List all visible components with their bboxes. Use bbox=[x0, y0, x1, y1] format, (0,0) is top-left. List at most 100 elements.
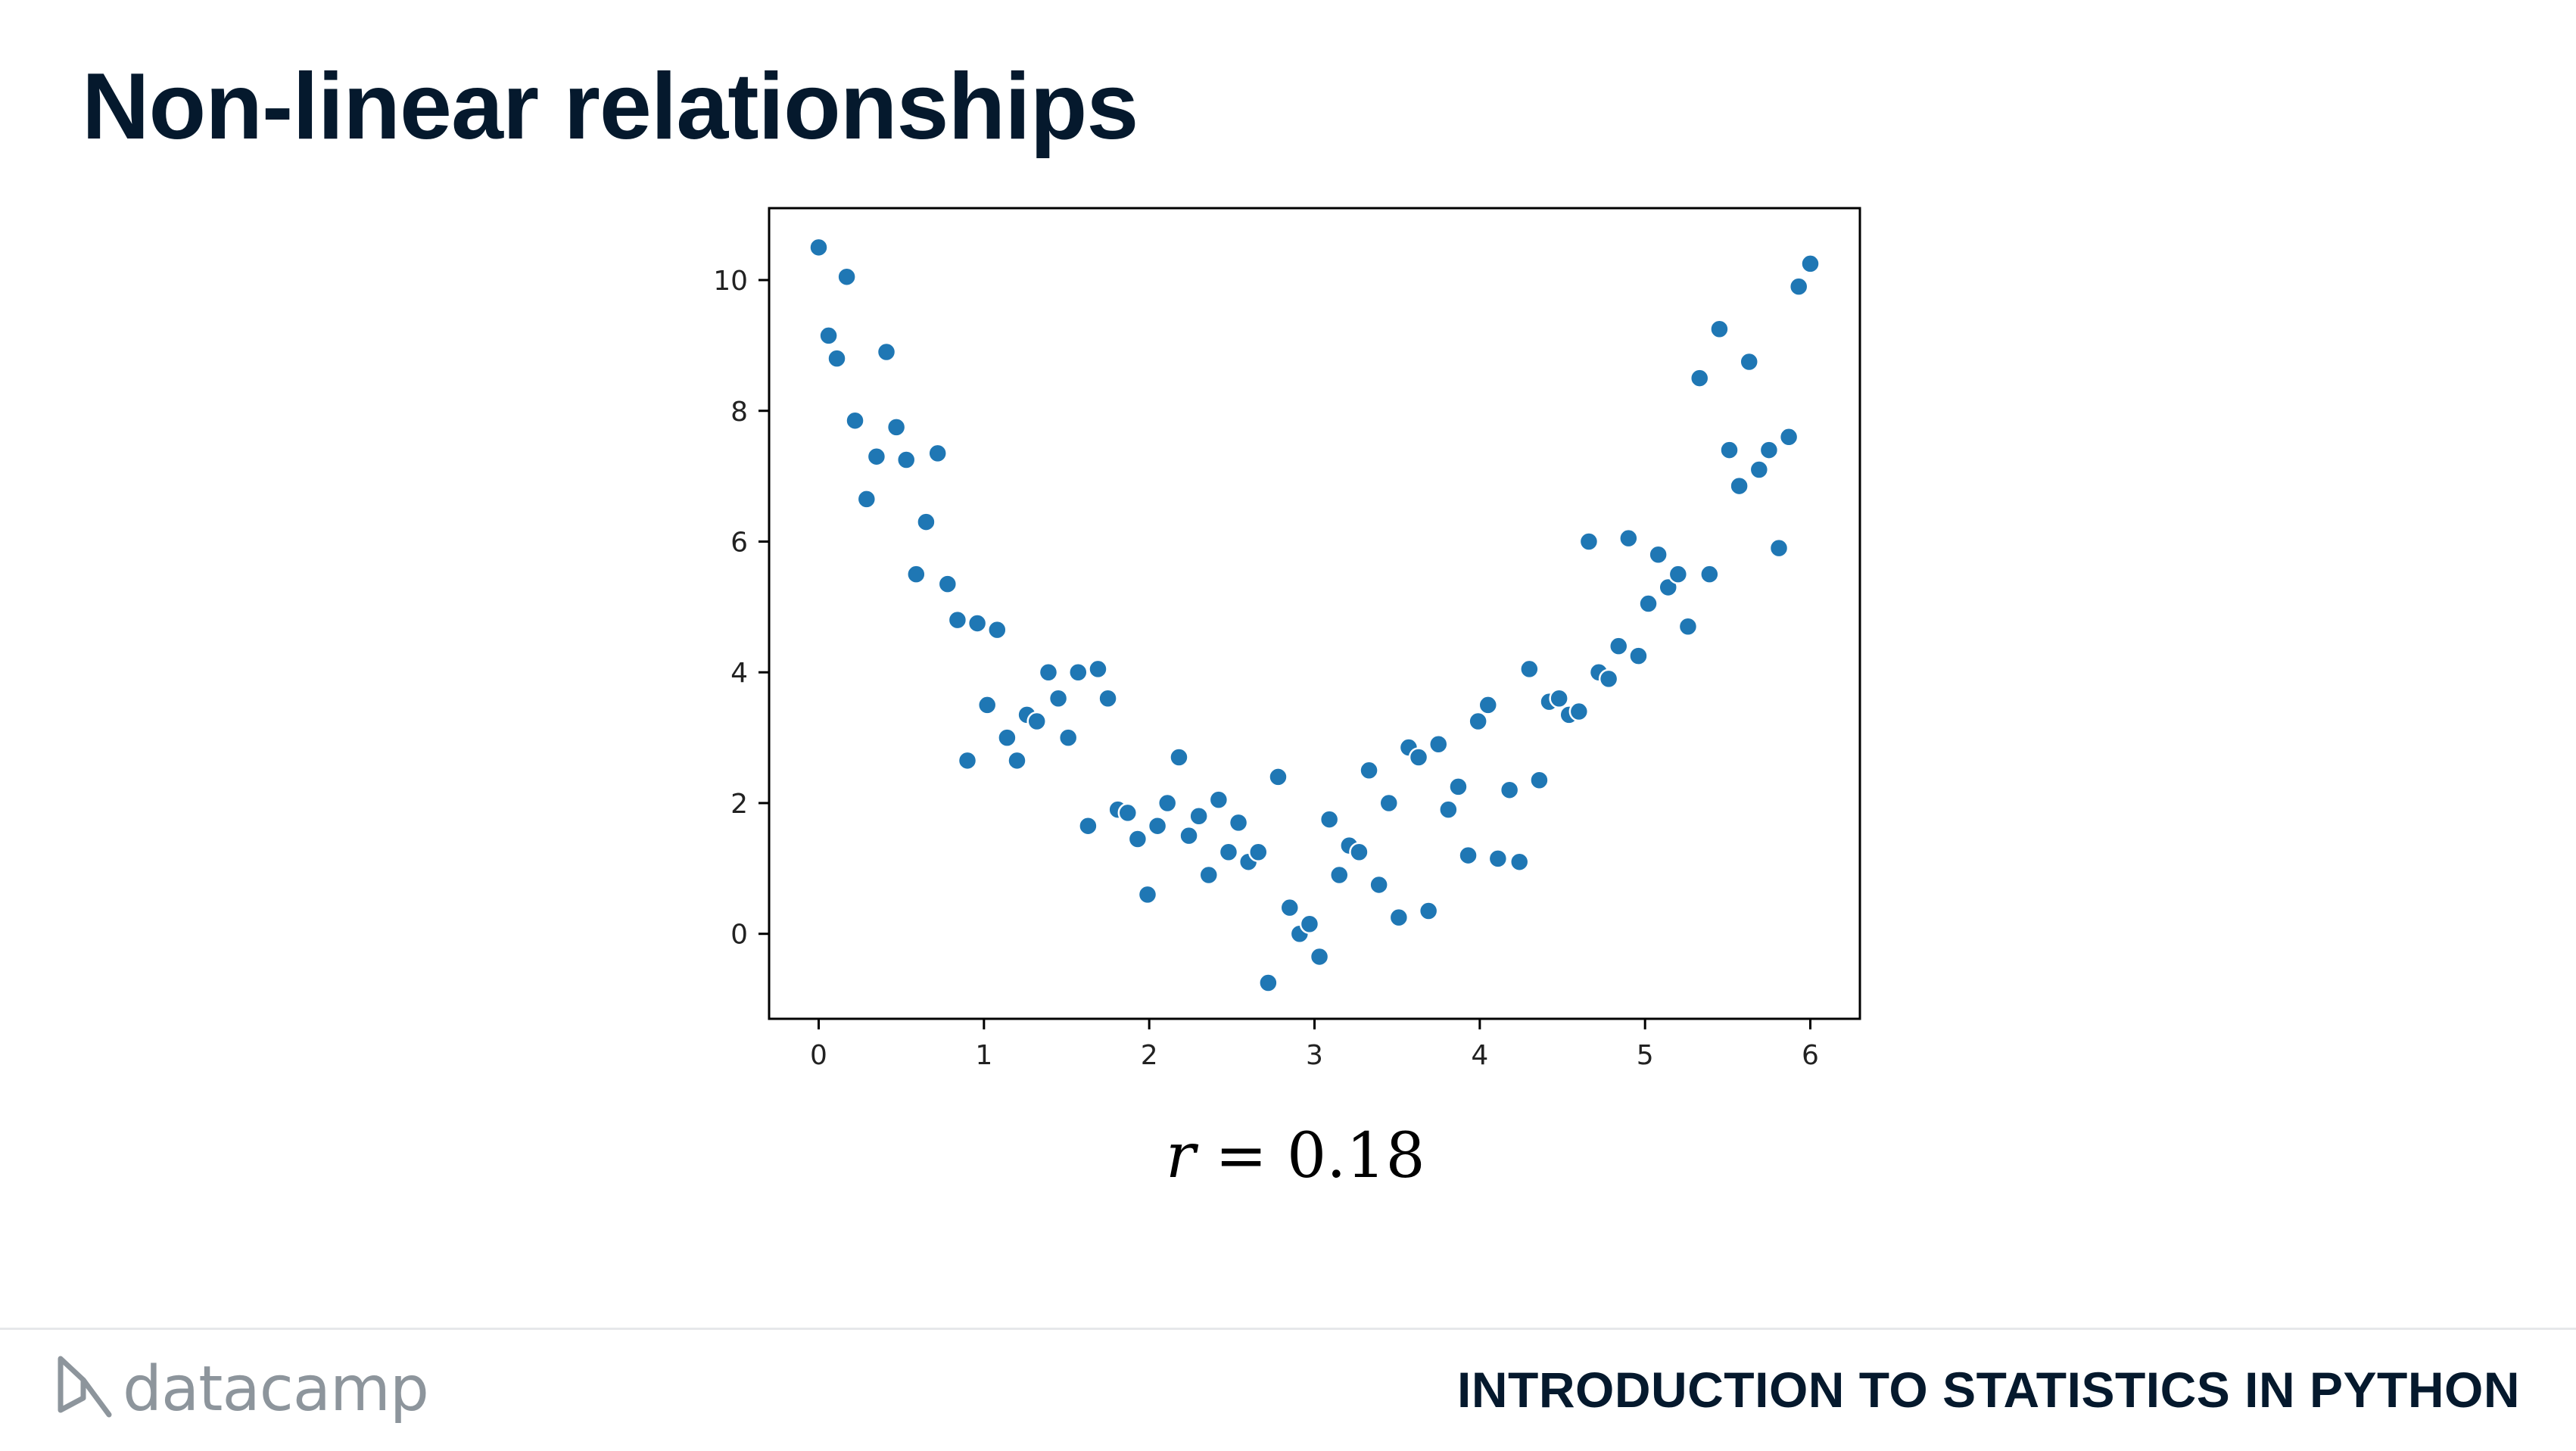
data-point-61 bbox=[1418, 901, 1439, 921]
data-point-36 bbox=[1169, 747, 1189, 768]
formula-variable: r bbox=[1166, 1120, 1196, 1192]
data-point-96 bbox=[1768, 537, 1789, 559]
data-point-93 bbox=[1739, 351, 1759, 372]
data-point-2 bbox=[827, 348, 847, 369]
course-name: INTRODUCTION TO STATISTICS IN PYTHON bbox=[1457, 1362, 2520, 1418]
footer-divider bbox=[0, 1328, 2576, 1330]
data-point-50 bbox=[1309, 946, 1330, 967]
data-point-44 bbox=[1248, 842, 1269, 863]
data-point-27 bbox=[1078, 815, 1098, 836]
data-point-29 bbox=[1098, 688, 1118, 709]
formula-value: = 0.18 bbox=[1195, 1120, 1425, 1192]
data-point-3 bbox=[836, 266, 857, 287]
y-tick-label: 0 bbox=[730, 920, 748, 951]
data-point-46 bbox=[1268, 767, 1288, 787]
points-layer bbox=[808, 237, 1821, 993]
data-point-91 bbox=[1719, 440, 1740, 460]
data-point-14 bbox=[947, 609, 968, 631]
data-point-20 bbox=[1007, 750, 1027, 771]
data-point-77 bbox=[1578, 531, 1599, 552]
data-point-98 bbox=[1788, 276, 1809, 297]
data-point-32 bbox=[1127, 829, 1148, 849]
data-point-89 bbox=[1699, 564, 1720, 584]
data-point-17 bbox=[977, 695, 998, 715]
data-point-79 bbox=[1598, 668, 1619, 690]
data-point-34 bbox=[1147, 815, 1168, 836]
data-point-67 bbox=[1478, 695, 1498, 715]
x-tick-label: 1 bbox=[975, 1040, 992, 1071]
y-tick-label: 8 bbox=[730, 397, 748, 428]
data-point-40 bbox=[1208, 789, 1229, 810]
data-point-76 bbox=[1568, 701, 1590, 722]
data-point-94 bbox=[1749, 459, 1770, 480]
data-point-16 bbox=[967, 613, 988, 634]
data-point-85 bbox=[1658, 577, 1678, 598]
data-point-90 bbox=[1709, 319, 1730, 340]
data-point-24 bbox=[1048, 688, 1069, 709]
data-point-71 bbox=[1519, 659, 1540, 680]
data-point-62 bbox=[1428, 733, 1449, 755]
data-point-69 bbox=[1499, 780, 1520, 800]
data-point-63 bbox=[1438, 799, 1459, 820]
data-point-13 bbox=[937, 574, 958, 594]
y-tick-label: 4 bbox=[730, 658, 748, 689]
data-point-83 bbox=[1638, 593, 1659, 614]
data-point-12 bbox=[927, 443, 948, 464]
plot-frame bbox=[768, 207, 1861, 1020]
data-point-92 bbox=[1729, 475, 1749, 497]
datacamp-logo-icon bbox=[58, 1356, 112, 1418]
slide-title: Non-linear relationships bbox=[82, 54, 1138, 159]
data-point-99 bbox=[1800, 254, 1821, 274]
data-point-55 bbox=[1359, 760, 1379, 781]
data-point-37 bbox=[1179, 825, 1199, 846]
data-point-33 bbox=[1137, 884, 1158, 905]
data-point-58 bbox=[1388, 907, 1409, 928]
data-point-15 bbox=[957, 750, 978, 771]
data-point-1 bbox=[818, 325, 839, 346]
x-tick-label: 0 bbox=[810, 1040, 827, 1071]
data-point-88 bbox=[1689, 368, 1710, 388]
data-point-41 bbox=[1218, 842, 1239, 863]
data-point-97 bbox=[1778, 427, 1799, 447]
data-point-25 bbox=[1057, 727, 1079, 748]
data-point-4 bbox=[845, 410, 865, 431]
data-point-42 bbox=[1228, 812, 1249, 833]
data-point-87 bbox=[1677, 616, 1699, 637]
data-point-81 bbox=[1618, 528, 1639, 549]
data-point-18 bbox=[987, 619, 1008, 640]
data-point-84 bbox=[1648, 544, 1668, 565]
data-point-35 bbox=[1157, 792, 1178, 814]
datacamp-logo: datacamp bbox=[53, 1347, 429, 1431]
data-point-95 bbox=[1758, 440, 1780, 460]
data-point-39 bbox=[1198, 864, 1219, 886]
x-tick-label: 3 bbox=[1306, 1040, 1323, 1071]
y-tick-label: 6 bbox=[730, 527, 748, 558]
correlation-formula: r = 0.18 bbox=[1166, 1120, 1425, 1192]
data-point-26 bbox=[1068, 662, 1089, 683]
data-point-68 bbox=[1487, 848, 1509, 869]
data-point-65 bbox=[1458, 845, 1478, 866]
data-point-52 bbox=[1329, 864, 1350, 886]
data-point-49 bbox=[1299, 914, 1320, 935]
data-point-86 bbox=[1668, 564, 1689, 584]
data-point-19 bbox=[997, 727, 1017, 748]
data-point-56 bbox=[1369, 874, 1389, 895]
y-tick-label: 2 bbox=[730, 789, 748, 820]
brand-name: datacamp bbox=[123, 1353, 429, 1425]
data-point-47 bbox=[1279, 897, 1300, 918]
data-point-11 bbox=[916, 512, 936, 532]
data-point-23 bbox=[1038, 662, 1059, 683]
ticks-layer: 0 1 2 3 4 5 6 0 2 4 6 8 10 bbox=[713, 266, 1819, 1071]
data-point-5 bbox=[856, 489, 877, 509]
data-point-66 bbox=[1468, 711, 1488, 732]
data-point-0 bbox=[808, 237, 829, 258]
data-point-74 bbox=[1549, 688, 1569, 709]
data-point-7 bbox=[876, 341, 897, 363]
data-point-72 bbox=[1529, 770, 1550, 790]
data-point-51 bbox=[1319, 809, 1340, 830]
data-point-10 bbox=[906, 564, 927, 584]
x-tick-label: 4 bbox=[1471, 1040, 1488, 1071]
data-point-80 bbox=[1608, 636, 1629, 656]
data-point-57 bbox=[1378, 792, 1399, 814]
